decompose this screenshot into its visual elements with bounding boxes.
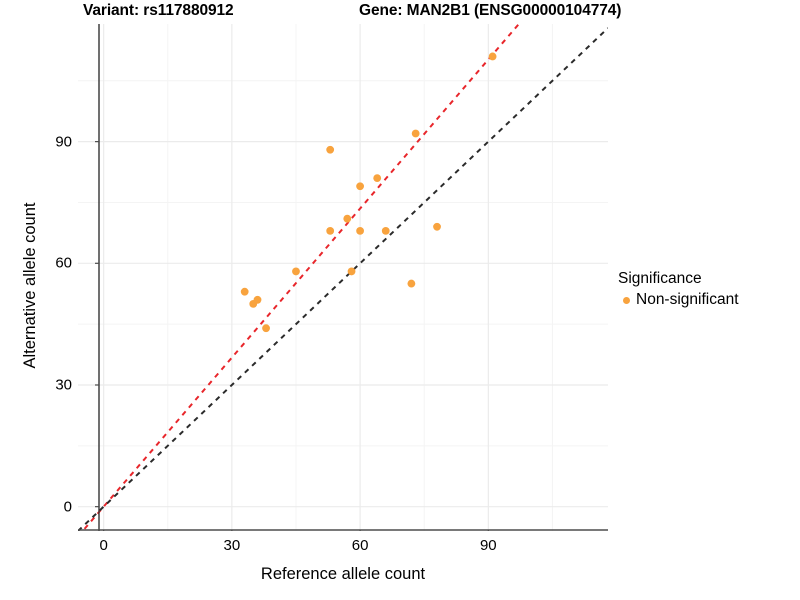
axis-ticks bbox=[95, 141, 489, 531]
legend: Significance Non-significant bbox=[618, 270, 794, 309]
data-point bbox=[343, 214, 352, 223]
data-point bbox=[433, 222, 441, 231]
variant-title: Variant: rs117880912 bbox=[83, 2, 234, 19]
gene-title: Gene: MAN2B1 (ENSG00000104774) bbox=[359, 2, 622, 19]
x-tick-label: 30 bbox=[223, 537, 241, 554]
data-point bbox=[356, 226, 364, 235]
legend-title: Significance bbox=[618, 270, 702, 287]
gridlines bbox=[78, 24, 608, 531]
legend-entry-label: Non-significant bbox=[636, 291, 739, 308]
x-tick-label: 0 bbox=[99, 537, 108, 554]
y-tick-label: 0 bbox=[63, 498, 72, 516]
data-point bbox=[347, 267, 356, 276]
data-point bbox=[411, 129, 420, 138]
data-point bbox=[381, 226, 390, 235]
legend-marker-icon bbox=[618, 292, 634, 308]
data-points bbox=[240, 52, 497, 333]
data-point bbox=[292, 267, 300, 276]
y-tick-label: 90 bbox=[55, 133, 72, 151]
data-point bbox=[262, 324, 270, 333]
data-point bbox=[253, 295, 262, 304]
x-tick-label: 90 bbox=[479, 537, 497, 554]
data-point bbox=[356, 182, 364, 191]
data-point bbox=[326, 226, 335, 235]
y-axis-title: Alternative allele count bbox=[21, 202, 39, 369]
data-point bbox=[407, 279, 416, 288]
data-point bbox=[373, 174, 382, 183]
y-tick-label: 60 bbox=[55, 254, 72, 272]
reference-lines bbox=[78, 24, 608, 531]
plot-canvas bbox=[78, 24, 608, 531]
data-point bbox=[488, 52, 497, 61]
data-point bbox=[326, 145, 335, 154]
legend-entries: Non-significant bbox=[618, 291, 794, 309]
plot-panel bbox=[78, 24, 608, 531]
x-tick-label: 60 bbox=[351, 537, 369, 554]
x-axis-title: Reference allele count bbox=[260, 565, 426, 583]
data-point bbox=[240, 287, 249, 296]
legend-entry[interactable]: Non-significant bbox=[618, 291, 794, 309]
y-tick-label: 30 bbox=[55, 376, 72, 394]
